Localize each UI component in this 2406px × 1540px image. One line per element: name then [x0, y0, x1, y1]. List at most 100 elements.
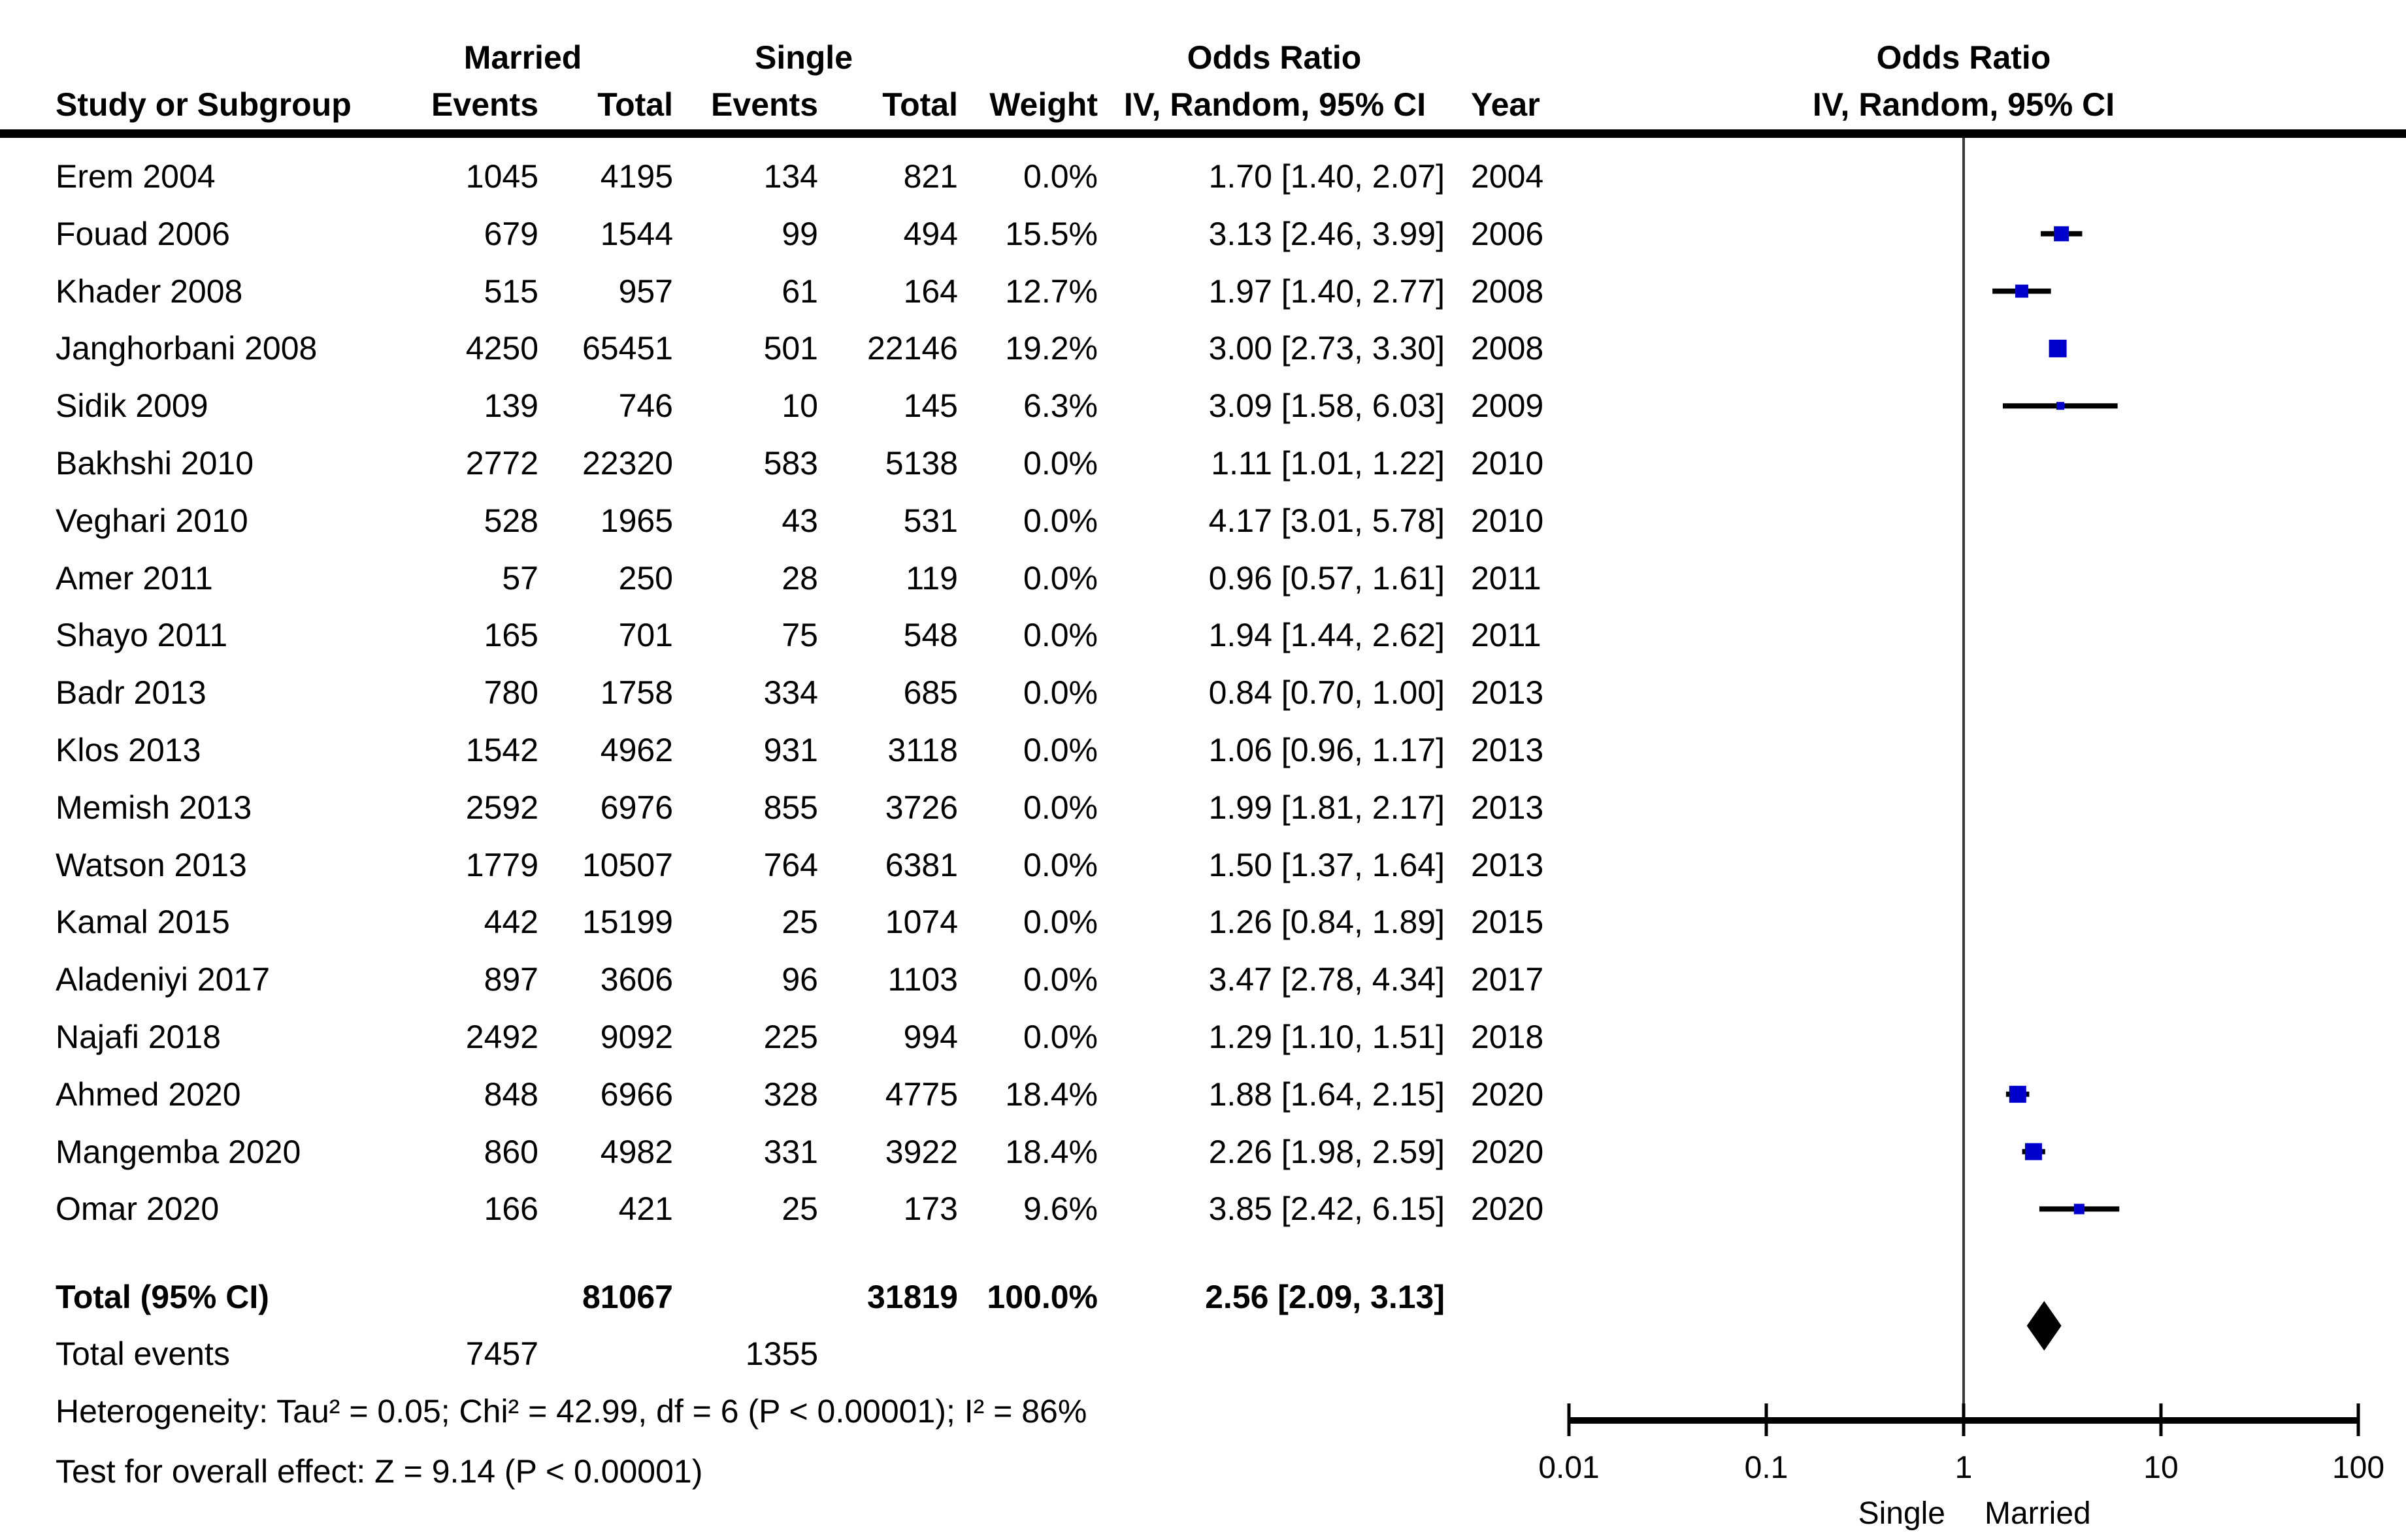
x-axis-tick-label: 0.1 [1745, 1450, 1788, 1485]
header-separator-line [0, 129, 2406, 138]
cell-single-events: 96 [782, 961, 818, 998]
cell-married-events: 4250 [465, 330, 538, 367]
effect-marker [2056, 402, 2064, 410]
cell-married-total: 10507 [582, 846, 673, 883]
cell-married-total: 4195 [600, 158, 673, 195]
cell-weight: 0.0% [1023, 732, 1098, 768]
cell-married-total: 1965 [600, 502, 673, 539]
table-row: Klos 2013 1542 4962 931 3118 0.0% 1.06 [… [0, 721, 1607, 779]
effect-marker [2073, 1204, 2085, 1215]
cell-study: Bakhshi 2010 [56, 445, 254, 482]
cell-married-events: 1779 [465, 846, 538, 883]
total-events-row: Total events 7457 1355 [0, 1325, 1607, 1383]
cell-study: Sidik 2009 [56, 387, 208, 425]
cell-year: 2006 [1471, 215, 1544, 252]
overall-effect-row: Test for overall effect: Z = 9.14 (P < 0… [0, 1443, 1607, 1500]
table-row: Bakhshi 2010 2772 22320 583 5138 0.0% 1.… [0, 434, 1607, 492]
cell-married-total: 3606 [600, 961, 673, 998]
cell-married-events: 139 [484, 387, 538, 425]
overall-effect-text: Test for overall effect: Z = 9.14 (P < 0… [56, 1453, 703, 1490]
cell-weight: 0.0% [1023, 674, 1098, 712]
cell-year: 2009 [1471, 387, 1544, 425]
cell-single-events: 61 [782, 272, 818, 310]
table-row: Badr 2013 780 1758 334 685 0.0% 0.84 [0.… [0, 664, 1607, 721]
cell-married-total: 701 [618, 617, 673, 654]
cell-or-ci: 1.50 [1.37, 1.64] [1208, 846, 1445, 883]
table-row: Kamal 2015 442 15199 25 1074 0.0% 1.26 [… [0, 893, 1607, 951]
cell-married-events: 679 [484, 215, 538, 252]
cell-single-events: 10 [782, 387, 818, 425]
effect-marker [2015, 284, 2028, 298]
cell-single-total: 164 [903, 272, 958, 310]
total-row: Total (95% CI) 81067 31819 100.0% 2.56 [… [0, 1268, 1607, 1326]
cell-year: 2013 [1471, 846, 1544, 883]
column-header-single-total: Total [882, 86, 958, 123]
cell-year: 2010 [1471, 502, 1544, 539]
total-events-single: 1355 [745, 1335, 818, 1372]
cell-single-total: 119 [906, 559, 958, 597]
cell-study: Memish 2013 [56, 789, 252, 826]
effect-marker [2049, 339, 2067, 357]
cell-single-total: 4775 [885, 1075, 958, 1113]
cell-study: Omar 2020 [56, 1190, 220, 1228]
x-axis-tick-label: 1 [1955, 1450, 1973, 1485]
cell-married-total: 1758 [600, 674, 673, 712]
table-row: Ahmed 2020 848 6966 328 4775 18.4% 1.88 … [0, 1066, 1607, 1123]
cell-weight: 0.0% [1023, 1019, 1098, 1055]
cell-weight: 15.5% [1005, 215, 1098, 252]
cell-or-ci: 1.11 [1.01, 1.22] [1211, 445, 1445, 482]
table-row: Erem 2004 1045 4195 134 821 0.0% 1.70 [1… [0, 148, 1607, 205]
cell-weight: 0.0% [1023, 559, 1098, 597]
cell-study: Badr 2013 [56, 674, 206, 712]
cell-single-events: 764 [763, 846, 818, 883]
cell-single-events: 25 [782, 904, 818, 941]
cell-study: Veghari 2010 [56, 502, 248, 539]
total-weight: 100.0% [987, 1279, 1098, 1315]
table-row: Aladeniyi 2017 897 3606 96 1103 0.0% 3.4… [0, 951, 1607, 1008]
cell-single-events: 501 [763, 330, 818, 367]
cell-single-total: 531 [903, 502, 958, 539]
cell-single-total: 1074 [885, 904, 958, 941]
cell-study: Watson 2013 [56, 846, 247, 883]
total-events-label: Total events [56, 1335, 230, 1372]
cell-single-total: 22146 [866, 330, 958, 367]
cell-or-ci: 1.26 [0.84, 1.89] [1208, 904, 1445, 941]
cell-married-events: 2492 [465, 1019, 538, 1055]
cell-weight: 9.6% [1023, 1190, 1098, 1228]
cell-single-events: 43 [782, 502, 818, 539]
cell-single-events: 75 [782, 617, 818, 654]
cell-married-total: 250 [618, 559, 673, 597]
cell-married-events: 1542 [465, 732, 538, 768]
cell-or-ci: 0.96 [0.57, 1.61] [1208, 559, 1445, 597]
header-row-columns: Study or Subgroup Events Total Events To… [0, 76, 2406, 133]
cell-study: Shayo 2011 [56, 617, 228, 654]
cell-married-total: 4982 [600, 1133, 673, 1170]
cell-married-events: 442 [484, 904, 538, 941]
pooled-diamond [2026, 1301, 2062, 1351]
cell-married-events: 848 [484, 1075, 538, 1113]
column-header-married-total: Total [597, 86, 673, 123]
cell-year: 2018 [1471, 1019, 1544, 1055]
cell-married-total: 746 [618, 387, 673, 425]
column-header-married-events: Events [431, 86, 538, 123]
header-row-groups: Married Single Odds Ratio Odds Ratio [0, 29, 2406, 86]
cell-or-ci: 1.06 [0.96, 1.17] [1208, 732, 1445, 768]
cell-weight: 19.2% [1005, 330, 1098, 367]
cell-study: Klos 2013 [56, 732, 201, 768]
total-married-total: 81067 [582, 1279, 673, 1315]
cell-married-events: 1045 [465, 158, 538, 195]
cell-weight: 0.0% [1023, 904, 1098, 941]
cell-single-total: 145 [903, 387, 958, 425]
cell-married-total: 9092 [600, 1019, 673, 1055]
cell-weight: 0.0% [1023, 617, 1098, 654]
cell-year: 2020 [1471, 1075, 1544, 1113]
cell-or-ci: 0.84 [0.70, 1.00] [1208, 674, 1445, 712]
column-header-weight: Weight [989, 86, 1098, 123]
cell-or-ci: 3.47 [2.78, 4.34] [1208, 961, 1445, 998]
cell-year: 2010 [1471, 445, 1544, 482]
cell-or-ci: 1.99 [1.81, 2.17] [1208, 789, 1445, 826]
cell-married-total: 22320 [582, 445, 673, 482]
table-row: Janghorbani 2008 4250 65451 501 22146 19… [0, 319, 1607, 377]
